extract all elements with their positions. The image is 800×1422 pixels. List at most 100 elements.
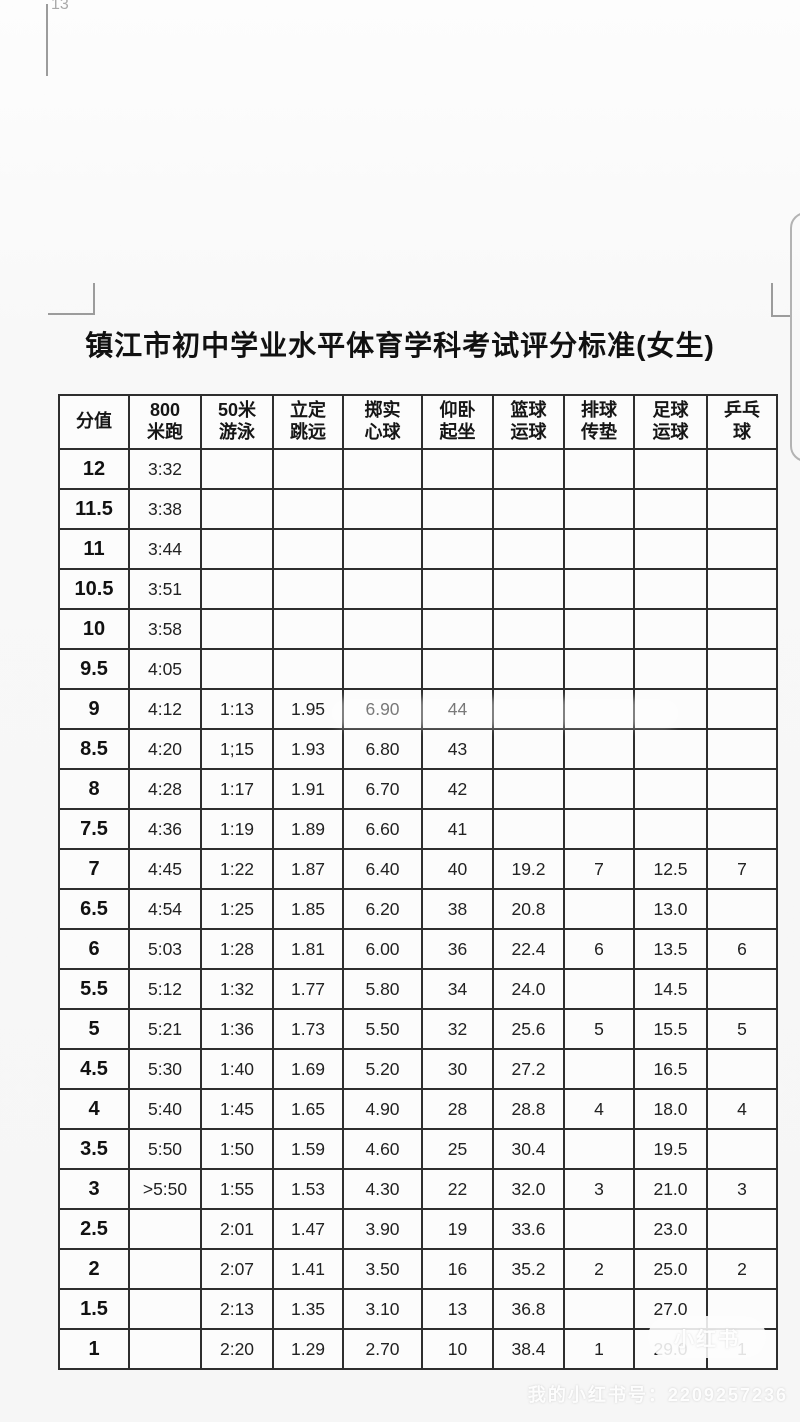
table-row: 2 2:07 1.41 3.50 16 35.2 2 25.0 2 (58, 1248, 778, 1290)
value-cell (563, 968, 635, 1010)
value-cell: 5:50 (128, 1128, 202, 1170)
value-cell: 2:13 (200, 1288, 274, 1330)
value-cell (342, 528, 423, 570)
value-cell (563, 1208, 635, 1250)
value-cell: 3.90 (342, 1208, 423, 1250)
column-header-8: 足球 运球 (633, 394, 708, 450)
value-cell: 22.4 (492, 928, 565, 970)
table-row: 7 4:45 1:22 1.87 6.40 40 19.2 7 12.5 7 (58, 848, 778, 890)
value-cell: 30.4 (492, 1128, 565, 1170)
column-header-9: 乒乓 球 (706, 394, 778, 450)
value-cell (200, 488, 274, 530)
value-cell (492, 568, 565, 610)
table-row: 9 4:12 1:13 1.95 6.90 44 (58, 688, 778, 730)
value-cell: 1.77 (272, 968, 344, 1010)
table-row: 11 3:44 (58, 528, 778, 570)
score-cell: 3 (58, 1168, 130, 1210)
value-cell: 1.47 (272, 1208, 344, 1250)
value-cell: 3:51 (128, 568, 202, 610)
value-cell (563, 1288, 635, 1330)
value-cell (342, 448, 423, 490)
value-cell (633, 808, 708, 850)
value-cell: 1.59 (272, 1128, 344, 1170)
column-header-2: 50米 游泳 (200, 394, 274, 450)
value-cell (200, 568, 274, 610)
value-cell: 20.8 (492, 888, 565, 930)
value-cell: 2 (706, 1248, 778, 1290)
score-cell: 7 (58, 848, 130, 890)
column-header-4: 掷实 心球 (342, 394, 423, 450)
value-cell (633, 448, 708, 490)
score-cell: 11.5 (58, 488, 130, 530)
score-cell: 8 (58, 768, 130, 810)
value-cell: 41 (421, 808, 494, 850)
value-cell (421, 488, 494, 530)
value-cell: 2:07 (200, 1248, 274, 1290)
column-header-5: 仰卧 起坐 (421, 394, 494, 450)
value-cell: >5:50 (128, 1168, 202, 1210)
value-cell: 4.30 (342, 1168, 423, 1210)
value-cell: 3:44 (128, 528, 202, 570)
value-cell (342, 608, 423, 650)
column-header-1: 800 米跑 (128, 394, 202, 450)
value-cell: 6.60 (342, 808, 423, 850)
value-cell: 1:19 (200, 808, 274, 850)
table-row: 9.5 4:05 (58, 648, 778, 690)
score-table: 分值 800 米跑 50米 游泳 立定 跳远 掷实 心球 仰卧 起坐 篮球 运球 排球 传垫足… (58, 394, 778, 1370)
value-cell: 36 (421, 928, 494, 970)
value-cell: 6 (563, 928, 635, 970)
value-cell (706, 488, 778, 530)
value-cell: 30 (421, 1048, 494, 1090)
value-cell: 13.5 (633, 928, 708, 970)
table-row: 10 3:58 (58, 608, 778, 650)
value-cell: 1.69 (272, 1048, 344, 1090)
value-cell: 35.2 (492, 1248, 565, 1290)
table-row: 6 5:03 1:28 1.81 6.00 36 22.4 6 13.5 6 (58, 928, 778, 970)
value-cell: 27.2 (492, 1048, 565, 1090)
value-cell (563, 688, 635, 730)
value-cell: 3.50 (342, 1248, 423, 1290)
value-cell: 4 (563, 1088, 635, 1130)
value-cell (272, 568, 344, 610)
value-cell: 6.70 (342, 768, 423, 810)
value-cell (706, 688, 778, 730)
value-cell: 1.53 (272, 1168, 344, 1210)
value-cell: 5.20 (342, 1048, 423, 1090)
value-cell (421, 568, 494, 610)
table-row: 1.5 2:13 1.35 3.10 13 36.8 27.0 (58, 1288, 778, 1330)
crop-tick-line (46, 4, 48, 76)
value-cell (706, 888, 778, 930)
value-cell: 1 (563, 1328, 635, 1370)
value-cell: 4:36 (128, 808, 202, 850)
value-cell: 12.5 (633, 848, 708, 890)
page-number-label: 13 (51, 0, 69, 13)
table-row: 6.5 4:54 1:25 1.85 6.20 38 20.8 13.0 (58, 888, 778, 930)
value-cell: 6.00 (342, 928, 423, 970)
value-cell: 1:55 (200, 1168, 274, 1210)
crop-mark-right (771, 283, 792, 317)
value-cell: 6.20 (342, 888, 423, 930)
value-cell: 7 (563, 848, 635, 890)
value-cell (492, 808, 565, 850)
value-cell: 25.0 (633, 1248, 708, 1290)
value-cell: 4 (706, 1088, 778, 1130)
value-cell: 19.2 (492, 848, 565, 890)
value-cell: 3 (563, 1168, 635, 1210)
xiaohongshu-badge-watermark: 小红书 (648, 1316, 766, 1358)
score-cell: 3.5 (58, 1128, 130, 1170)
score-cell: 5 (58, 1008, 130, 1050)
column-header-3: 立定 跳远 (272, 394, 344, 450)
value-cell (706, 1048, 778, 1090)
value-cell: 16.5 (633, 1048, 708, 1090)
faint-watermark-smudge (330, 698, 680, 728)
score-cell: 7.5 (58, 808, 130, 850)
score-cell: 10 (58, 608, 130, 650)
value-cell: 1;15 (200, 728, 274, 770)
column-header-0: 分值 (58, 394, 130, 450)
value-cell: 1:25 (200, 888, 274, 930)
value-cell (633, 488, 708, 530)
value-cell (633, 528, 708, 570)
value-cell (200, 448, 274, 490)
